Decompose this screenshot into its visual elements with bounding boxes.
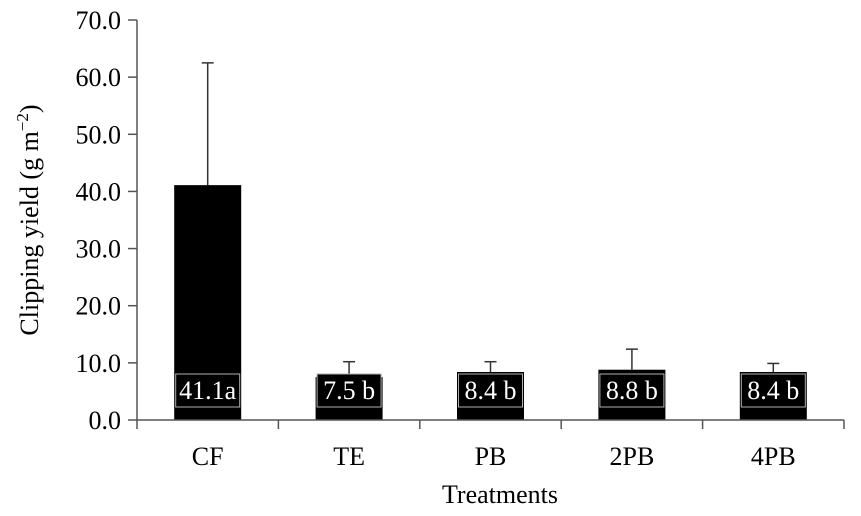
y-tick-label: 20.0 — [76, 292, 122, 321]
y-axis: 0.0 10.0 20.0 30.0 40.0 50.0 60.0 70.0 — [76, 6, 138, 435]
data-label-box — [458, 373, 523, 408]
data-label-box — [316, 373, 382, 408]
y-axis-title: Clipping yield (g m−2) — [13, 104, 44, 335]
bars: 41.1a 7.5 b 8.4 b 8.8 b 8.4 b — [174, 62, 807, 420]
data-label: 7.5 b — [323, 376, 375, 405]
data-label-box — [599, 373, 665, 408]
data-label: 8.8 b — [606, 376, 658, 405]
x-tick-label: PB — [475, 442, 507, 471]
y-tick-label: 50.0 — [76, 120, 122, 149]
data-label-box — [740, 373, 806, 408]
y-axis-title-main: Clipping yield (g m — [15, 131, 44, 335]
x-tick-label: CF — [192, 442, 224, 471]
y-tick-label: 40.0 — [76, 177, 122, 206]
data-label-box — [175, 373, 241, 408]
y-axis-title-superscript: −2 — [13, 113, 32, 131]
x-axis: CF TE PB 2PB 4PB — [136, 419, 845, 471]
x-axis-title: Treatments — [442, 480, 558, 509]
y-tick-label: 30.0 — [76, 235, 122, 264]
data-label: 41.1a — [179, 376, 237, 405]
x-tick-label: TE — [333, 442, 365, 471]
y-tick-label: 10.0 — [76, 349, 122, 378]
y-tick-label: 70.0 — [76, 6, 122, 35]
y-tick-label: 60.0 — [76, 63, 122, 92]
x-tick-label: 2PB — [609, 442, 654, 471]
y-tick-label: 0.0 — [89, 406, 122, 435]
data-label: 8.4 b — [465, 376, 517, 405]
y-axis-title-close: ) — [15, 104, 44, 113]
data-label: 8.4 b — [747, 376, 799, 405]
x-tick-label: 4PB — [751, 442, 796, 471]
